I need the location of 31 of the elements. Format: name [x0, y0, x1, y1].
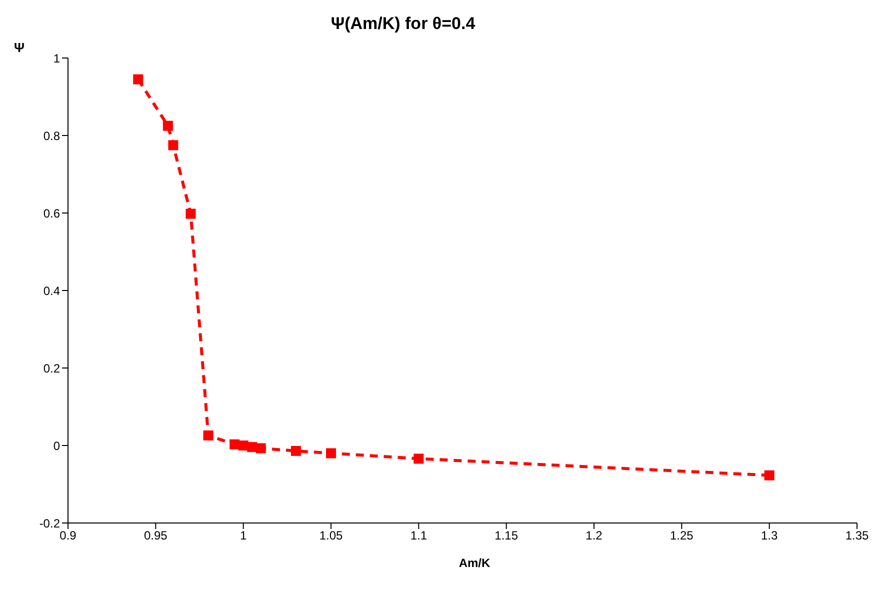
x-tick-label: 1.15 — [494, 528, 518, 543]
y-tick-label: -0.2 — [39, 516, 60, 530]
point — [133, 74, 144, 84]
point — [290, 446, 301, 456]
x-tick-label: 0.9 — [60, 528, 77, 543]
x-tick-label: 1.2 — [586, 528, 603, 543]
point — [203, 430, 214, 440]
x-tick-label: 1.3 — [760, 528, 778, 543]
point — [764, 470, 774, 480]
y-tick-label: 0 — [53, 438, 60, 453]
x-tick-label: 1.05 — [319, 528, 343, 543]
point — [230, 439, 240, 450]
point — [186, 208, 196, 219]
x-tick-label: 1 — [240, 528, 247, 543]
x-tick-label: 1.1 — [410, 528, 428, 543]
y-tick-label: 1 — [53, 51, 60, 66]
point — [326, 448, 336, 458]
x-tick-label: 0.95 — [144, 528, 168, 543]
y-tick-label: 0.4 — [43, 284, 60, 298]
point — [162, 120, 173, 131]
point — [256, 443, 266, 454]
point — [414, 454, 424, 464]
y-tick-label: 0.6 — [43, 206, 60, 220]
x-tick-label: 1.25 — [670, 528, 694, 543]
y-tick-label: 0.8 — [43, 128, 60, 143]
y-axis-title: Ψ — [14, 40, 25, 55]
x-tick-label: 1.35 — [845, 528, 869, 543]
chart-title: Ψ(Am/K) for θ=0.4 — [330, 14, 476, 34]
point — [168, 140, 178, 150]
y-tick-label: 0.2 — [43, 361, 60, 376]
x-axis-title: Am/K — [458, 556, 492, 570]
